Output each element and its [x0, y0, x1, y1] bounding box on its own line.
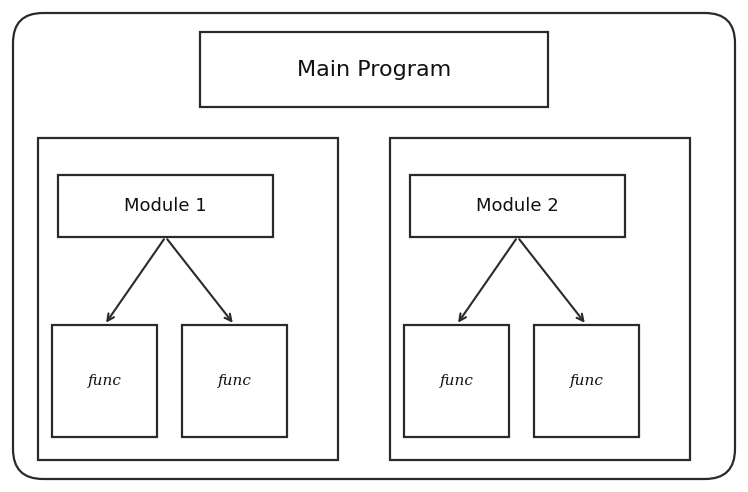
FancyBboxPatch shape — [13, 13, 735, 479]
Text: Main Program: Main Program — [297, 60, 451, 80]
FancyBboxPatch shape — [182, 325, 287, 437]
FancyBboxPatch shape — [390, 138, 690, 460]
Text: func: func — [218, 374, 251, 388]
Text: func: func — [569, 374, 604, 388]
FancyBboxPatch shape — [410, 175, 625, 237]
Text: Module 1: Module 1 — [124, 197, 206, 215]
FancyBboxPatch shape — [200, 32, 548, 107]
FancyBboxPatch shape — [58, 175, 273, 237]
FancyBboxPatch shape — [38, 138, 338, 460]
FancyBboxPatch shape — [534, 325, 639, 437]
Text: func: func — [88, 374, 121, 388]
Text: func: func — [440, 374, 473, 388]
FancyBboxPatch shape — [52, 325, 157, 437]
FancyBboxPatch shape — [404, 325, 509, 437]
Text: Module 2: Module 2 — [476, 197, 559, 215]
